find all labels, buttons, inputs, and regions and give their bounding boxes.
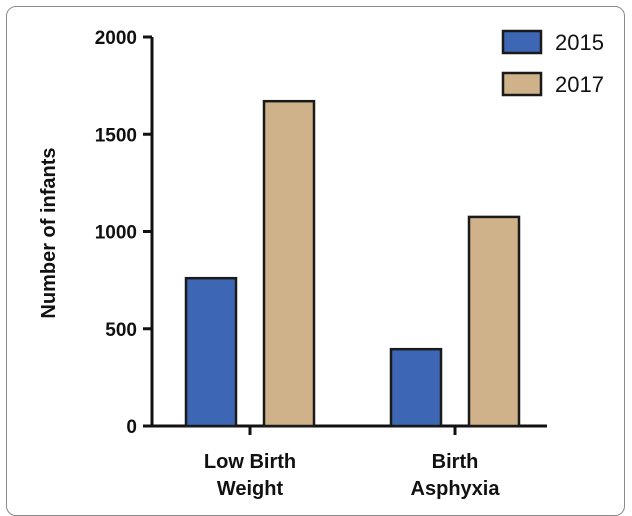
legend: 2015 2017 [501, 29, 604, 97]
y-axis-title: Number of infants [38, 147, 60, 318]
bars [184, 99, 521, 428]
legend-label-2017: 2017 [555, 72, 604, 97]
x-tick-label: Low Birth [204, 451, 296, 473]
bar-2015-1 [389, 347, 443, 428]
y-tick-label: 500 [105, 320, 137, 341]
y-tick-label: 1500 [95, 125, 137, 146]
y-tick-label: 1000 [95, 223, 137, 244]
y-tick-label: 0 [126, 417, 137, 438]
legend-swatch-2015 [501, 29, 543, 55]
y-tick-label: 2000 [95, 28, 137, 49]
bar-2015-0 [184, 276, 238, 428]
legend-swatch-2017 [501, 71, 543, 97]
bar-2017-1 [467, 215, 521, 428]
x-tick-label: Weight [217, 478, 284, 500]
bar-2017-0 [262, 99, 316, 428]
x-tick-label: Asphyxia [411, 478, 501, 500]
axes: 0 500 1000 1500 2000 Low Birth Weight Birth Asph… [95, 28, 547, 500]
bar-chart: 0 500 1000 1500 2000 Low Birth Weight Birth Asph… [38, 28, 604, 500]
legend-label-2015: 2015 [555, 30, 604, 55]
x-tick-label: Birth [432, 451, 479, 473]
